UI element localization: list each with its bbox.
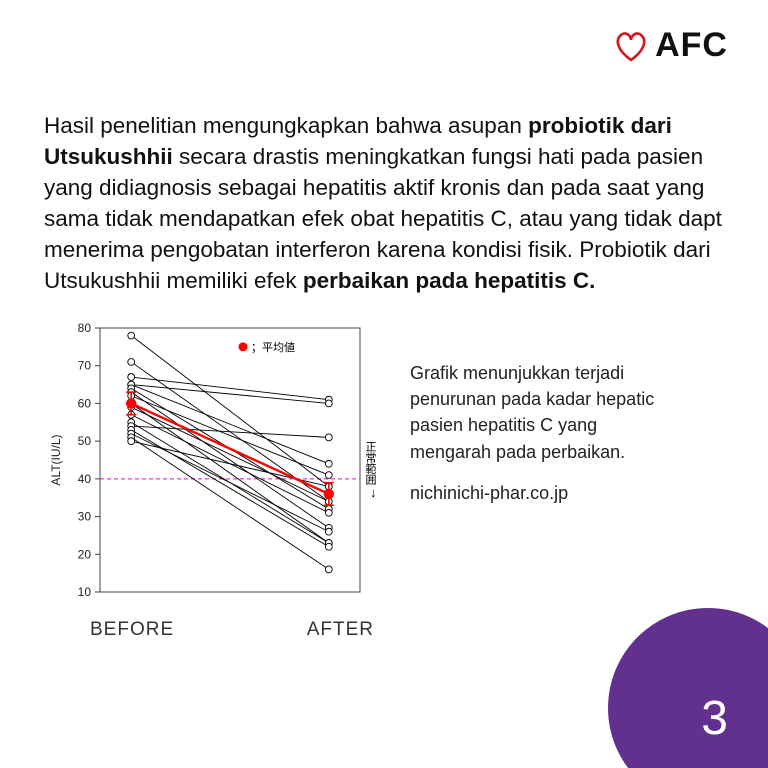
svg-text:ALT(IU/L): ALT(IU/L)	[49, 435, 63, 486]
brand-logo: AFC	[613, 26, 728, 65]
svg-text:20: 20	[78, 548, 92, 562]
svg-text:10: 10	[78, 585, 92, 599]
text-pre: Hasil penelitian mengungkapkan bahwa asu…	[44, 113, 528, 138]
axis-before: BEFORE	[90, 619, 174, 641]
svg-text:正常範囲: 正常範囲	[364, 441, 377, 486]
chart-svg: 10 20 30 40 50 60 70 80 ALT(IU/L) 正常範囲↓ ；平均値	[44, 320, 384, 610]
brand-text: AFC	[655, 26, 728, 65]
caption-block: Grafik menunjukkan terjadi penurunan pad…	[410, 320, 670, 503]
axis-after: AFTER	[307, 619, 374, 641]
alt-chart: 10 20 30 40 50 60 70 80 ALT(IU/L) 正常範囲↓ ；平均値 BEFOR…	[44, 320, 384, 641]
text-bold2: perbaikan pada hepatitis C.	[303, 268, 596, 293]
svg-text:70: 70	[78, 359, 92, 373]
svg-text:30: 30	[78, 510, 92, 524]
heart-icon	[613, 30, 649, 62]
source-text: nichinichi-phar.co.jp	[410, 483, 670, 504]
page-number: 3	[701, 691, 728, 746]
svg-text:；平均値: ；平均値	[251, 341, 295, 354]
svg-text:60: 60	[78, 397, 92, 411]
svg-text:40: 40	[78, 472, 92, 486]
svg-text:80: 80	[78, 321, 92, 335]
chart-caption: Grafik menunjukkan terjadi penurunan pad…	[410, 360, 670, 464]
svg-text:↓: ↓	[370, 485, 377, 500]
description-paragraph: Hasil penelitian mengungkapkan bahwa asu…	[44, 110, 724, 296]
svg-text:50: 50	[78, 434, 92, 448]
